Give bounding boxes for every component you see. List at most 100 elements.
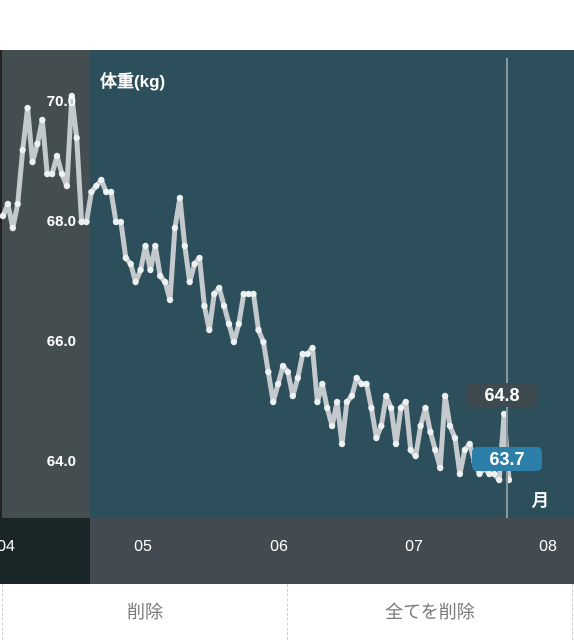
delete-all-button[interactable]: 全てを削除 xyxy=(288,584,573,640)
weight-data-point xyxy=(476,470,483,478)
weight-data-point xyxy=(161,278,169,286)
weight-data-point xyxy=(245,290,252,298)
weight-data-point xyxy=(466,440,473,448)
x-tick-label: 08 xyxy=(539,538,557,555)
weight-data-point xyxy=(373,434,380,442)
x-tick-label: 05 xyxy=(134,538,152,555)
weight-data-point xyxy=(500,410,508,418)
weight-data-point xyxy=(98,176,105,184)
weight-data-point xyxy=(240,290,247,298)
weight-data-point xyxy=(157,272,164,280)
weight-data-point xyxy=(230,338,238,346)
weight-data-point xyxy=(348,392,355,400)
weight-data-point xyxy=(48,170,56,178)
weight-data-point xyxy=(363,380,370,388)
weight-data-point xyxy=(407,446,414,454)
weight-data-point xyxy=(328,422,336,430)
weight-data-point xyxy=(137,266,144,274)
weight-data-point xyxy=(88,188,95,196)
weight-data-point xyxy=(402,398,409,406)
weight-data-point xyxy=(353,374,360,382)
weight-data-point xyxy=(142,242,149,250)
weight-data-point xyxy=(24,104,31,112)
weight-data-point xyxy=(446,422,454,430)
weight-data-point xyxy=(383,392,390,400)
delete-button[interactable]: 削除 xyxy=(2,584,288,640)
weight-data-point xyxy=(29,158,36,166)
weight-data-point xyxy=(304,350,311,358)
weight-data-point xyxy=(422,404,429,412)
weight-data-point xyxy=(314,398,321,406)
weight-chart-plot[interactable] xyxy=(0,50,574,518)
weight-data-point xyxy=(117,218,125,226)
weight-data-point xyxy=(358,380,365,388)
y-tick-label: 68.0 xyxy=(46,213,76,230)
max-value-callout: 64.8 xyxy=(466,383,538,407)
weight-data-point xyxy=(152,242,159,250)
weight-data-point xyxy=(127,260,134,268)
weight-data-point xyxy=(412,452,419,460)
weight-data-point xyxy=(338,440,346,448)
x-tick-label: 06 xyxy=(270,538,288,555)
weight-data-point xyxy=(73,134,80,142)
weight-data-point xyxy=(63,182,71,190)
weight-data-point xyxy=(122,254,129,262)
weight-data-point xyxy=(279,362,287,370)
weight-data-point xyxy=(255,326,262,334)
weight-data-point xyxy=(441,392,449,400)
weight-data-point xyxy=(191,260,198,268)
weight-data-point xyxy=(397,404,405,412)
weight-data-point xyxy=(265,368,272,376)
weight-data-point xyxy=(294,374,301,382)
weight-data-point xyxy=(147,266,154,274)
weight-data-point xyxy=(196,254,203,262)
weight-data-point xyxy=(9,224,16,232)
weight-data-point xyxy=(78,218,85,226)
weight-data-point xyxy=(343,398,351,406)
weight-data-point xyxy=(368,404,375,412)
weight-data-point xyxy=(289,392,296,400)
weight-data-point xyxy=(39,116,46,124)
weight-data-point xyxy=(456,470,464,478)
weight-data-point xyxy=(103,188,110,196)
weight-data-point xyxy=(216,284,223,292)
month-axis[interactable]: 04 05 06 07 08 xyxy=(0,518,574,584)
weight-data-point xyxy=(112,218,120,226)
weight-data-point xyxy=(53,152,61,160)
weight-data-point xyxy=(44,170,51,178)
weight-data-point xyxy=(58,170,66,178)
weight-data-point xyxy=(451,434,459,442)
weight-data-point xyxy=(220,302,228,310)
weight-chart[interactable]: 体重(kg) 70.0 68.0 66.0 64.0 64.8 63.7 月 xyxy=(0,50,574,518)
weight-data-point xyxy=(284,368,292,376)
x-tick-label: 04 xyxy=(0,538,15,555)
weight-data-point xyxy=(166,296,174,304)
weight-data-point xyxy=(19,146,26,154)
weight-data-point xyxy=(496,476,503,484)
weight-data-point xyxy=(201,302,208,310)
weight-data-point xyxy=(417,422,424,430)
weight-data-points xyxy=(0,92,513,484)
y-tick-label: 66.0 xyxy=(46,333,76,350)
weight-data-point xyxy=(4,200,12,208)
weight-data-point xyxy=(437,464,444,472)
y-tick-label: 70.0 xyxy=(46,93,76,110)
weight-data-point xyxy=(83,218,90,226)
weight-data-point xyxy=(270,398,277,406)
x-axis-unit-label: 月 xyxy=(532,491,549,510)
weight-data-point xyxy=(427,428,434,436)
weight-data-point xyxy=(392,440,400,448)
weight-data-point xyxy=(206,326,213,334)
weight-data-point xyxy=(34,140,41,148)
weight-data-point xyxy=(93,182,100,190)
weight-data-point xyxy=(387,404,395,412)
weight-data-point xyxy=(432,446,439,454)
weight-data-point xyxy=(274,380,282,388)
y-tick-label: 64.0 xyxy=(46,453,76,470)
chart-title: 体重(kg) xyxy=(100,72,166,91)
weight-data-point xyxy=(309,344,316,352)
x-tick-label: 07 xyxy=(405,538,423,555)
weight-data-point xyxy=(486,470,493,478)
weight-data-point xyxy=(324,404,331,412)
weight-data-point xyxy=(260,338,267,346)
